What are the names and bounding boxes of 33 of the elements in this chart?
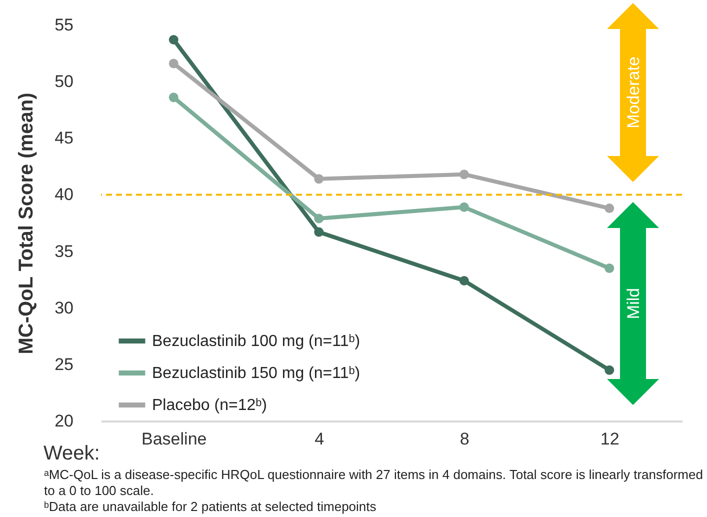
y-tick-label: 45 [54,128,74,148]
y-tick-label: 25 [54,354,74,374]
point [604,365,614,375]
point [168,92,178,102]
legend-label: Bezuclastinib 150 mg (n=11ᵇ) [152,365,360,382]
point [459,276,469,286]
point [604,204,614,214]
point [314,174,324,184]
y-tick-label: 55 [54,16,74,34]
y-axis-title: MC-QoL Total Score (mean) [16,92,38,354]
point [459,202,469,212]
y-tick-label: 20 [54,412,74,430]
x-axis-title: Week: [44,442,100,464]
point [459,170,469,180]
point [314,227,324,237]
text: ᵃMC-QoL is a disease-specific HRQoL questionnaire with 27 items in 4 domains. Total score is linearly transformed to a 0 to 100 scale. [44,467,704,499]
point [168,34,178,44]
x-tick-label: 4 [314,430,324,448]
annotation: Moderate [624,56,643,128]
annotation: Mild [624,288,643,320]
y-tick-label: 40 [54,185,74,204]
legend-label: Bezuclastinib 100 mg (n=11ᵇ) [152,333,360,350]
point [604,264,614,273]
legend-label: Placebo (n=12ᵇ) [152,397,267,414]
x-tick-label: Baseline [142,430,207,448]
point [314,214,324,224]
x-tick-label: 12 [600,430,620,448]
text: ᵇData are unavailable for 2 patients at selected timepoints [44,499,378,515]
y-tick-label: 35 [54,242,74,261]
y-tick-label: 50 [54,72,74,92]
x-tick-label: 8 [460,430,470,448]
y-tick-label: 30 [54,298,74,318]
point [168,58,178,68]
